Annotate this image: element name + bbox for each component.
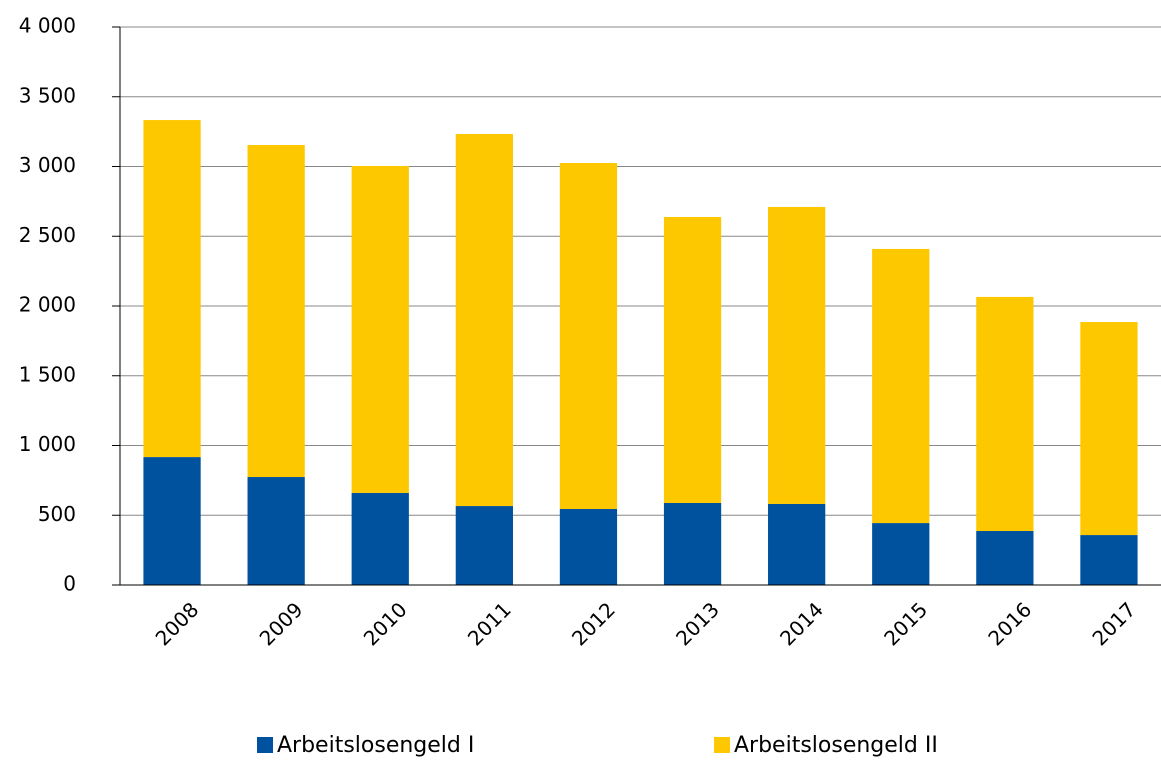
bar-segment bbox=[455, 506, 513, 585]
bar-segment bbox=[247, 145, 305, 478]
bar-segment bbox=[351, 165, 409, 493]
x-tick-label: 2012 bbox=[567, 597, 620, 650]
bar-segment bbox=[976, 296, 1034, 532]
x-tick-label: 2009 bbox=[255, 597, 308, 650]
bar-segment bbox=[143, 120, 201, 458]
x-tick-label: 2008 bbox=[151, 597, 204, 650]
x-tick-label: 2014 bbox=[775, 597, 828, 650]
bar-segment bbox=[351, 492, 409, 585]
legend-swatch bbox=[257, 737, 273, 753]
legend-label: Arbeitslosengeld I bbox=[277, 733, 474, 758]
bar-segment bbox=[1080, 535, 1138, 585]
bar-segment bbox=[768, 206, 826, 504]
y-tick-label: 3 000 bbox=[19, 153, 76, 177]
bar-segment bbox=[1080, 322, 1138, 536]
bar-segment bbox=[247, 477, 305, 585]
y-tick-label: 1 500 bbox=[19, 362, 76, 386]
y-tick-label: 2 500 bbox=[19, 223, 76, 247]
bar-segment bbox=[559, 508, 618, 585]
bar-segment bbox=[663, 216, 722, 503]
bar-segment bbox=[872, 523, 930, 585]
bar-segment bbox=[559, 163, 618, 509]
x-tick-label: 2015 bbox=[879, 597, 932, 650]
bar-segment bbox=[663, 502, 722, 585]
y-tick-label: 4 000 bbox=[19, 14, 76, 38]
bar-segment bbox=[455, 133, 513, 507]
bar-segment bbox=[872, 248, 930, 524]
y-tick-label: 0 bbox=[63, 572, 76, 596]
y-tick-label: 3 500 bbox=[19, 83, 76, 107]
legend-swatch bbox=[714, 737, 730, 753]
y-tick-label: 500 bbox=[38, 502, 76, 526]
x-tick-label: 2013 bbox=[671, 597, 724, 650]
x-tick-label: 2010 bbox=[359, 597, 412, 650]
bar-segment bbox=[143, 457, 201, 585]
x-tick-label: 2016 bbox=[983, 597, 1036, 650]
legend-label: Arbeitslosengeld II bbox=[734, 733, 938, 758]
y-tick-label: 1 000 bbox=[19, 432, 76, 456]
x-tick-label: 2011 bbox=[463, 597, 516, 650]
bar-segment bbox=[768, 503, 826, 585]
y-tick-label: 2 000 bbox=[19, 293, 76, 317]
x-tick-label: 2017 bbox=[1087, 597, 1140, 650]
bar-segment bbox=[976, 531, 1034, 585]
